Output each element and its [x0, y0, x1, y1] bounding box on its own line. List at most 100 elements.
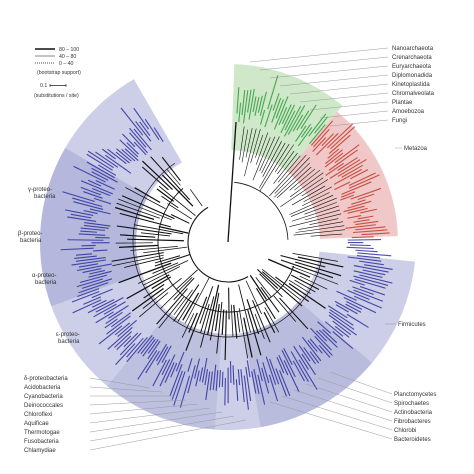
tip-label-tick: [75, 253, 93, 256]
branch-radial: [274, 162, 311, 198]
branch-radial: [173, 284, 200, 322]
branch-radial: [116, 225, 172, 235]
tip-label-tick: [328, 149, 358, 171]
tip-label-tick: [153, 127, 164, 142]
branch-radial: [255, 134, 264, 158]
branch-radial: [118, 244, 159, 248]
branch-radial: [291, 266, 339, 285]
tip-label-tick: [292, 360, 305, 382]
leader-line: [281, 395, 393, 431]
branch-radial: [304, 209, 340, 221]
branch-radial: [176, 269, 198, 290]
tip-label-tick: [195, 370, 200, 387]
tip-label-tick: [107, 148, 127, 165]
branch-radial: [156, 188, 175, 202]
branch-radial: [139, 292, 169, 318]
tip-label-tick: [353, 275, 389, 286]
branch-radial: [255, 287, 276, 320]
tip-label-tick: [252, 96, 257, 113]
tip-label-tick: [76, 278, 103, 288]
tip-label-tick: [170, 362, 178, 378]
branch-radial: [141, 160, 173, 190]
branch-radial: [161, 195, 179, 209]
leader-line: [269, 65, 389, 79]
branch-radial: [224, 310, 227, 360]
leader-line: [317, 377, 393, 404]
tip-label-tick: [71, 259, 107, 266]
tip-label-tick: [110, 312, 132, 328]
branch-radial: [289, 168, 316, 191]
tip-label-tick: [317, 321, 332, 334]
tip-label-tick: [341, 181, 372, 195]
branch-radial: [256, 268, 279, 289]
tip-label-tick: [355, 226, 386, 231]
tip-label-tick: [350, 244, 371, 247]
tip-label-tick: [119, 139, 139, 158]
tip-label-tick: [75, 257, 106, 262]
tip-label-tick: [340, 194, 354, 201]
tip-label-tick: [328, 134, 351, 154]
tip-label-tick: [357, 193, 375, 200]
branch-radial: [259, 273, 283, 298]
branch-radial: [112, 254, 164, 267]
tip-label-tick: [318, 329, 338, 348]
tip-label-tick: [161, 345, 172, 364]
branch-radial: [277, 155, 301, 183]
label-beta-line: β-proteo-: [18, 231, 42, 237]
branch-radial: [143, 266, 181, 286]
tip-label-tick: [93, 303, 117, 318]
tip-label-tick: [278, 107, 288, 126]
tip-label-tick: [79, 274, 108, 284]
branch-radial: [239, 126, 245, 160]
tip-label-tick: [126, 337, 144, 358]
branch-radial: [167, 203, 193, 220]
branch-radial: [118, 198, 172, 221]
leader-line: [293, 389, 393, 422]
tip-label-tick: [275, 99, 284, 119]
branch-radial: [288, 282, 326, 309]
tip-label-tick: [359, 274, 393, 284]
tip-label-tick: [347, 214, 362, 219]
tip-label-tick: [337, 158, 367, 177]
label-chlamydiae: Chlamydiae: [24, 448, 56, 454]
branch-radial: [261, 136, 280, 174]
tip-label-tick: [310, 327, 332, 351]
tip-label-tick: [251, 371, 257, 394]
tip-label-tick: [105, 311, 123, 325]
label-alpha-line2: bacteria: [35, 280, 57, 286]
branch-radial: [294, 279, 316, 293]
tip-label-tick: [347, 256, 382, 262]
branch-radial: [206, 284, 220, 336]
tip-label-tick: [300, 104, 317, 130]
branch-radial: [216, 301, 223, 354]
tip-label-tick: [326, 123, 354, 149]
tip-label-tick: [350, 169, 369, 180]
branch-radial: [273, 152, 298, 184]
tip-label-tick: [74, 255, 97, 259]
branch-radial: [289, 194, 334, 215]
branch-radial: [182, 292, 200, 321]
tip-label-tick: [62, 191, 95, 203]
tip-label-tick: [70, 213, 92, 219]
tip-label-tick: [224, 377, 226, 406]
left-group-labels: γ-proteo- bacteria β-proteo- bacteria α-…: [18, 187, 80, 345]
tip-label-tick: [284, 105, 302, 137]
tip-label-tick: [354, 295, 382, 309]
tip-label-tick: [240, 369, 245, 403]
leader-line: [305, 383, 393, 413]
tip-label-tick: [345, 303, 362, 313]
tip-label-tick: [268, 374, 279, 402]
branch-radial: [238, 308, 249, 359]
tip-label-tick: [121, 148, 136, 162]
tip-label-tick: [91, 299, 107, 308]
branch-radial: [291, 185, 326, 206]
branch-radial: [166, 168, 181, 186]
tip-label-tick: [264, 104, 273, 128]
tip-label-tick: [307, 339, 318, 352]
tip-label-tick: [133, 107, 149, 130]
tip-label-tick: [260, 109, 266, 125]
tip-label-tick: [301, 123, 312, 138]
tip-label-tick: [316, 330, 328, 342]
branch-radial: [244, 128, 257, 177]
tip-label-tick: [346, 313, 369, 328]
